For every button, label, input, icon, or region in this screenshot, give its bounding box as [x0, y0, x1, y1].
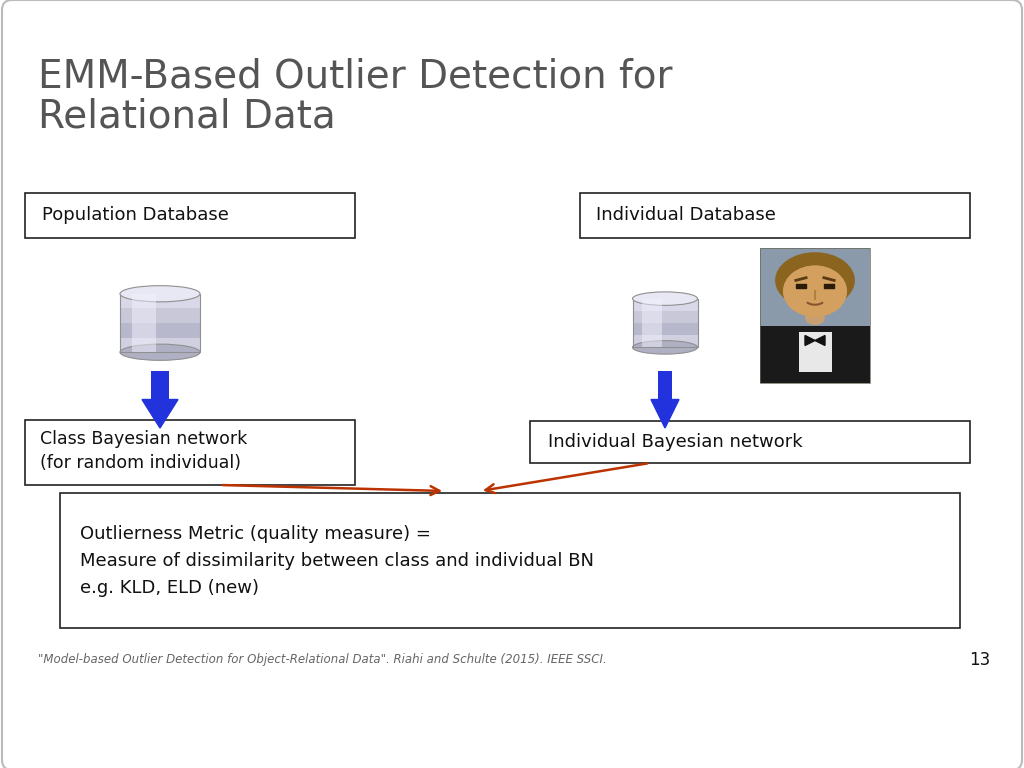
- Bar: [799, 332, 831, 372]
- Ellipse shape: [805, 312, 825, 325]
- Text: Individual Database: Individual Database: [596, 206, 776, 224]
- Ellipse shape: [120, 286, 200, 302]
- Bar: [120, 293, 200, 353]
- Bar: [25, 420, 355, 485]
- Bar: [580, 193, 970, 238]
- Polygon shape: [815, 336, 825, 346]
- Bar: [60, 493, 961, 628]
- Bar: [120, 323, 200, 338]
- Bar: [760, 248, 870, 383]
- Bar: [633, 310, 697, 323]
- Ellipse shape: [120, 344, 200, 360]
- Bar: [530, 421, 970, 463]
- Bar: [633, 298, 697, 311]
- Bar: [633, 335, 697, 347]
- Polygon shape: [805, 336, 815, 346]
- Bar: [120, 337, 200, 353]
- Text: EMM-Based Outlier Detection for: EMM-Based Outlier Detection for: [38, 58, 673, 96]
- Bar: [132, 293, 156, 353]
- Bar: [642, 299, 662, 347]
- Text: Outlierness Metric (quality measure) =
Measure of dissimilarity between class an: Outlierness Metric (quality measure) = M…: [80, 525, 594, 597]
- Ellipse shape: [783, 266, 847, 317]
- Text: Class Bayesian network
(for random individual): Class Bayesian network (for random indiv…: [40, 430, 247, 472]
- Text: Individual Bayesian network: Individual Bayesian network: [548, 433, 803, 451]
- Bar: [760, 326, 870, 383]
- Bar: [633, 323, 697, 335]
- Bar: [760, 248, 870, 383]
- Bar: [120, 308, 200, 323]
- Ellipse shape: [783, 266, 847, 317]
- Bar: [120, 293, 200, 309]
- Text: "Model-based Outlier Detection for Object-Relational Data". Riahi and Schulte (2: "Model-based Outlier Detection for Objec…: [38, 654, 607, 667]
- Polygon shape: [651, 399, 679, 428]
- Ellipse shape: [633, 292, 697, 306]
- Bar: [151, 371, 169, 399]
- Text: Population Database: Population Database: [42, 206, 229, 224]
- Text: 13: 13: [969, 651, 990, 669]
- Text: Relational Data: Relational Data: [38, 98, 336, 136]
- Polygon shape: [142, 399, 178, 428]
- Bar: [25, 193, 355, 238]
- Bar: [633, 299, 697, 347]
- Ellipse shape: [633, 341, 697, 354]
- Bar: [658, 371, 672, 399]
- Ellipse shape: [775, 252, 855, 309]
